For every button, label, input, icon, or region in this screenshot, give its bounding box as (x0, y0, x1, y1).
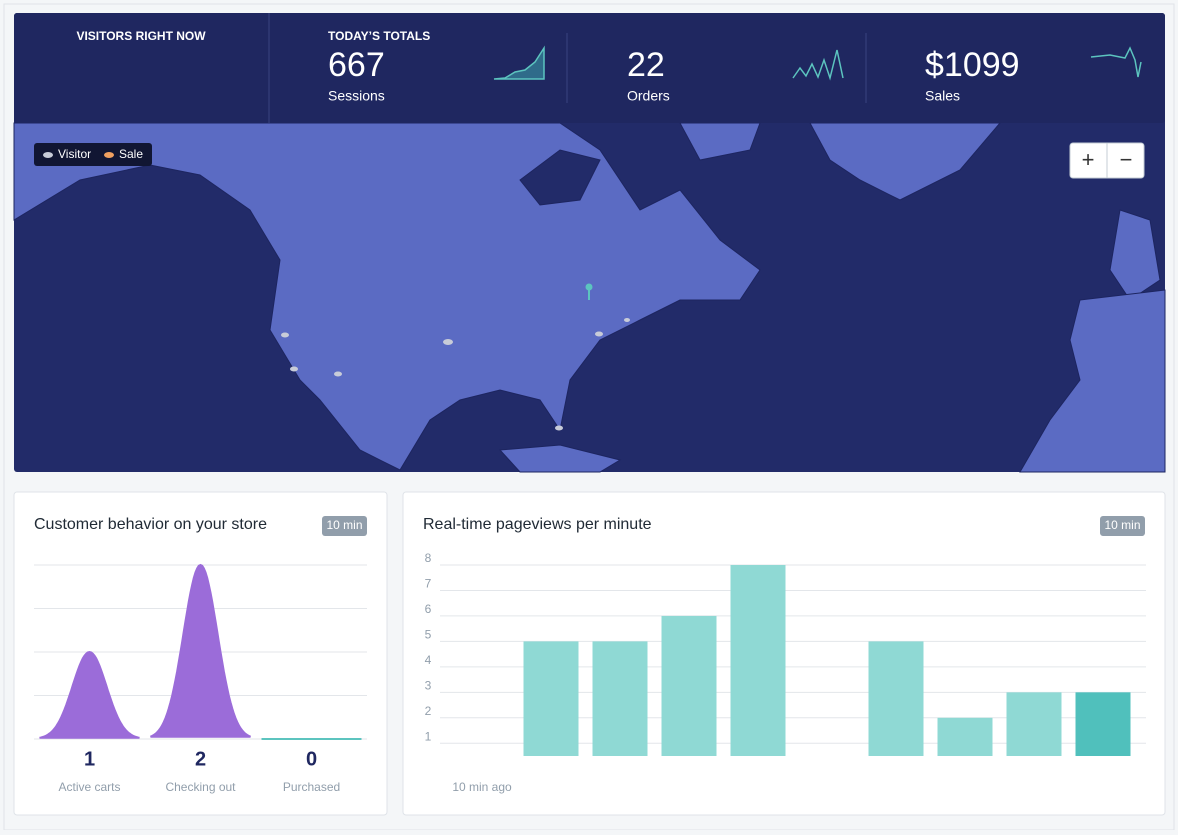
hump (39, 650, 140, 739)
bar (661, 615, 717, 756)
badge-label: 10 min (326, 518, 362, 532)
category-label: Checking out (165, 780, 236, 794)
stat-label: Orders (627, 88, 670, 104)
y-tick-label: 1 (425, 729, 432, 743)
sparkline (1090, 46, 1142, 78)
x-tick-label: 10 min ago (452, 780, 512, 794)
sparkline (792, 49, 844, 81)
legend-label: Visitor (58, 147, 91, 161)
category-label: Active carts (58, 780, 120, 794)
legend-dot (104, 152, 114, 158)
bar (592, 641, 648, 756)
visitors-title: VISITORS RIGHT NOW (76, 29, 206, 43)
bar (1075, 692, 1131, 756)
value-label: 1 (84, 748, 95, 770)
badge (1100, 516, 1145, 536)
bar (937, 717, 993, 756)
stat-value: $1099 (925, 46, 1020, 84)
legend-label: Sale (119, 147, 143, 161)
y-tick-label: 4 (425, 653, 432, 667)
badge (322, 516, 367, 536)
visitor-dots (281, 318, 630, 431)
zoom-out[interactable]: − (1120, 147, 1133, 172)
badge-label: 10 min (1104, 518, 1140, 532)
bar (868, 641, 924, 756)
y-tick-label: 7 (425, 577, 432, 591)
value-label: 0 (306, 748, 317, 770)
header (14, 13, 1165, 123)
pin-head (585, 283, 593, 291)
y-tick-label: 3 (425, 679, 432, 693)
value-label: 2 (195, 748, 206, 770)
bar (730, 565, 786, 756)
stat-label: Sessions (328, 88, 385, 104)
stat-value: 667 (328, 46, 385, 84)
map-legend (34, 143, 152, 166)
hump (150, 563, 251, 738)
legend-dot (43, 152, 53, 158)
y-tick-label: 8 (425, 551, 432, 565)
sparkline (493, 45, 545, 80)
bar (1006, 692, 1062, 756)
card-title: Customer behavior on your store (34, 516, 267, 533)
stat-label: Sales (925, 88, 960, 104)
y-tick-label: 5 (425, 628, 432, 642)
y-tick-label: 6 (425, 602, 432, 616)
y-tick-label: 2 (425, 704, 432, 718)
category-label: Purchased (283, 780, 340, 794)
zoom-in[interactable]: + (1082, 147, 1095, 172)
stat-value: 22 (627, 46, 665, 84)
bar (523, 641, 579, 756)
card-title: Real-time pageviews per minute (423, 516, 652, 533)
totals-title: TODAY’S TOTALS (328, 29, 430, 43)
